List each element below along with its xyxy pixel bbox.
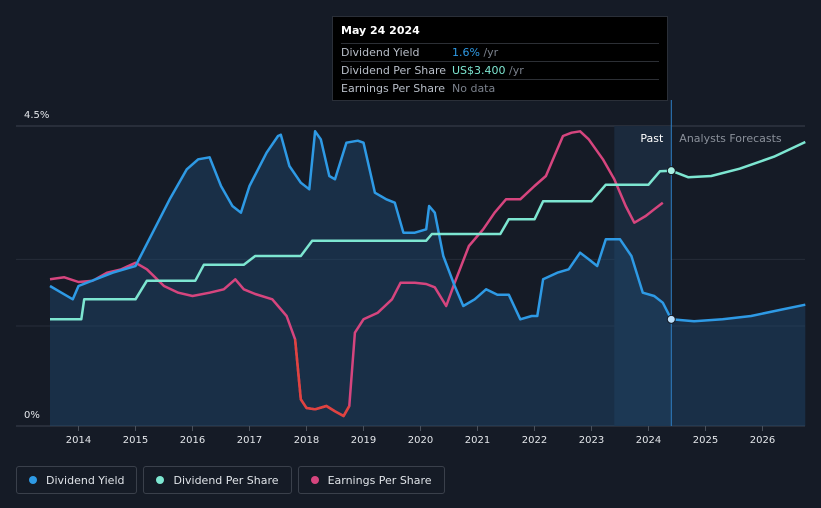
yield-area [50,131,806,427]
x-tick-label-2021: 2021 [465,435,490,446]
dividend-yield-line [49,130,673,321]
dividend-per-share-line [50,169,672,321]
tooltip-row-dividend-yield: Dividend Yield 1.6% /yr [341,43,659,61]
x-tick-label-2018: 2018 [294,435,319,446]
x-tick-label-2026: 2026 [750,435,775,446]
x-tick-label-2020: 2020 [408,435,433,446]
legend-dot-icon [156,476,165,484]
tooltip-row-dividend-per-share: Dividend Per Share US$3.400 /yr [341,61,659,79]
dividend-per-share-forecast-line [670,140,806,179]
x-tick-label-2015: 2015 [123,435,148,446]
dividend-yield-area [50,131,806,427]
legend-item-dividend-per-share[interactable]: Dividend Per Share [143,466,292,494]
tooltip-row-earnings-per-share: Earnings Per Share No data [341,79,659,97]
y-axis-label-top: 4.5% [24,110,49,121]
tooltip-suffix: /yr [505,64,524,77]
legend-dot-icon [29,476,37,484]
tooltip-value: US$3.400 [452,64,506,77]
dividend-per-share-marker [666,166,676,176]
legend-dot-icon [310,476,319,484]
earnings-per-share-dip-line [293,339,351,418]
legend-label: Earnings Per Share [327,473,432,487]
tooltip-date: May 24 2024 [341,24,420,37]
x-axis: 2014 2015 2016 2017 2018 2019 2020 2021 2022 2023… [66,426,775,446]
tooltip-label: Dividend Per Share [341,64,447,77]
earnings-per-share-line [49,130,664,418]
x-tick-label-2016: 2016 [180,435,205,446]
past-label: Past [640,132,664,145]
x-tick-label-2017: 2017 [237,435,262,446]
tooltip-value: 1.6% [452,46,480,59]
tooltip-suffix: /yr [479,46,499,59]
series-lines [49,130,806,418]
tooltip-label: Earnings Per Share [341,82,446,95]
tooltip-value: No data [452,82,496,95]
dividend-yield-marker [666,314,676,324]
cursor-markers [666,166,676,324]
grid-lines [16,125,805,427]
x-tick-label-2025: 2025 [693,435,718,446]
forecast-shade [614,126,672,426]
legend-item-earnings-per-share[interactable]: Earnings Per Share [297,466,445,494]
tooltip: May 24 2024 Dividend Yield 1.6% /yr Divi… [332,16,668,101]
legend: Dividend Yield Dividend Per Share Earnin… [16,466,445,494]
y-axis-label-bottom: 0% [24,410,40,421]
legend-label: Dividend Yield [46,473,125,487]
x-tick-label-2023: 2023 [579,435,604,446]
dividend-yield-forecast-line [671,303,806,323]
legend-item-dividend-yield[interactable]: Dividend Yield [16,466,138,494]
x-tick-label-2024: 2024 [636,435,661,446]
legend-label: Dividend Per Share [173,473,279,487]
forecast-label: Analysts Forecasts [679,132,782,145]
x-tick-label-2014: 2014 [66,435,91,446]
tooltip-label: Dividend Yield [341,46,420,59]
x-tick-label-2019: 2019 [351,435,376,446]
x-tick-label-2022: 2022 [522,435,547,446]
